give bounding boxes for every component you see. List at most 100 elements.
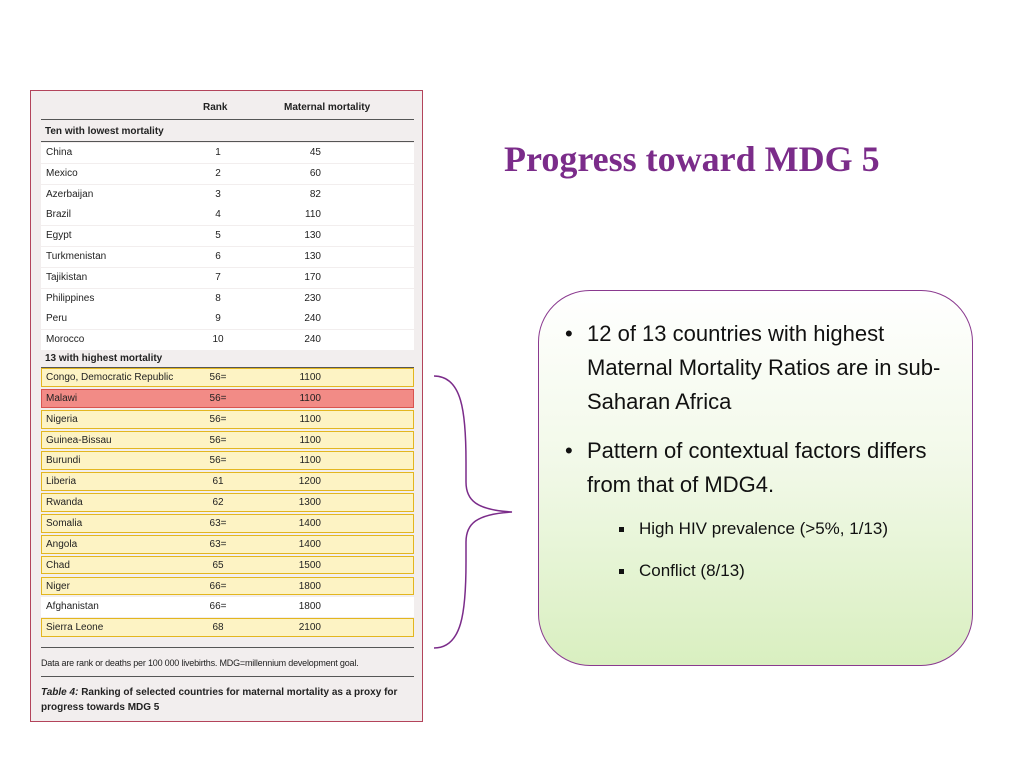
header-maternal-mortality: Maternal mortality	[284, 102, 371, 113]
country-cell: Niger	[46, 580, 70, 592]
rank-cell: 1	[215, 147, 221, 158]
sub-bullet-text: High HIV prevalence (>5%, 1/13)	[639, 519, 888, 538]
rank-cell: 5	[215, 230, 221, 242]
rank-cell: 56=	[209, 372, 227, 383]
country-cell: Chad	[46, 559, 70, 571]
mortality-cell: 1800	[298, 580, 321, 592]
mortality-cell: 1800	[298, 601, 321, 613]
table-row: Sierra Leone 68 2100	[41, 618, 414, 638]
bullet-text: Pattern of contextual factors differs fr…	[587, 438, 927, 497]
country-cell: Tajikistan	[46, 271, 88, 283]
country-cell: Philippines	[46, 292, 95, 304]
table-row: Somalia 63= 1400	[41, 513, 414, 533]
table-row: Congo, Democratic Republic 56= 1100	[41, 368, 414, 387]
table-bottom-rule	[41, 647, 414, 648]
rank-cell: 65	[212, 559, 224, 571]
table-row: Brazil 4 110	[41, 205, 414, 226]
mortality-cell: 45	[309, 147, 321, 158]
rank-cell: 7	[215, 271, 221, 283]
rank-cell: 56=	[209, 455, 227, 467]
slide-title: Progress toward MDG 5	[504, 139, 880, 179]
section-lowest-rule	[41, 141, 414, 142]
section-highest-label: 13 with highest mortality	[45, 353, 163, 364]
sub-bullet-text: Conflict (8/13)	[639, 561, 745, 580]
mortality-cell: 1400	[298, 517, 321, 529]
mortality-cell: 240	[304, 313, 321, 325]
mortality-cell: 110	[305, 209, 321, 221]
rank-cell: 68	[212, 622, 224, 634]
country-cell: Somalia	[46, 517, 83, 529]
table-header: Rank Maternal mortality	[41, 101, 414, 121]
country-cell: Afghanistan	[46, 601, 99, 613]
rank-cell: 56=	[209, 392, 227, 404]
table-row: Philippines 8 230	[41, 288, 414, 309]
country-cell: Brazil	[46, 209, 72, 221]
country-cell: Sierra Leone	[46, 622, 104, 634]
caption-label: Table 4:	[41, 687, 79, 698]
sub-bullet-hiv: High HIV prevalence (>5%, 1/13)	[619, 518, 888, 540]
rank-cell: 8	[215, 292, 221, 304]
bullet-sub-saharan: • 12 of 13 countries with highest Matern…	[565, 317, 955, 419]
country-cell: China	[46, 147, 73, 158]
mortality-cell: 1400	[298, 538, 321, 550]
mortality-cell: 230	[304, 292, 321, 304]
table-row: Chad 65 1500	[41, 555, 414, 575]
country-cell: Rwanda	[46, 497, 83, 509]
mortality-cell: 130	[304, 251, 321, 262]
country-cell: Morocco	[46, 334, 85, 346]
mortality-cell: 1100	[299, 392, 321, 404]
table-row: Azerbaijan 3 82	[41, 184, 414, 205]
rank-cell: 56=	[209, 413, 227, 425]
mortality-table-panel: Rank Maternal mortality Ten with lowest …	[30, 90, 423, 722]
country-cell: Azerbaijan	[46, 188, 94, 200]
section-highest-rule	[41, 367, 414, 368]
rank-cell: 4	[215, 209, 221, 221]
table-row: Afghanistan 66= 1800	[41, 597, 414, 618]
country-cell: Angola	[46, 538, 78, 550]
country-cell: Congo, Democratic Republic	[46, 372, 174, 383]
table-row: Tajikistan 7 170	[41, 267, 414, 288]
mortality-cell: 1300	[298, 497, 321, 509]
country-cell: Peru	[46, 313, 68, 325]
footnote-rule	[41, 676, 414, 677]
rank-cell: 56=	[209, 434, 227, 446]
country-cell: Egypt	[46, 230, 72, 242]
sub-bullet-conflict: Conflict (8/13)	[619, 560, 745, 582]
table-row: Nigeria 56= 1100	[41, 409, 414, 429]
rank-cell: 61	[212, 476, 224, 488]
rank-cell: 3	[215, 188, 221, 200]
table-row: Peru 9 240	[41, 309, 414, 330]
mortality-cell: 130	[304, 230, 321, 242]
curly-brace-icon	[433, 375, 513, 649]
mortality-cell: 170	[304, 271, 321, 283]
rank-cell: 2	[215, 167, 221, 179]
caption-text: Ranking of selected countries for matern…	[41, 687, 398, 713]
table-row: Morocco 10 240	[41, 330, 414, 351]
mortality-cell: 82	[309, 188, 321, 200]
mortality-cell: 1100	[299, 434, 321, 446]
rank-cell: 66=	[209, 580, 227, 592]
rank-cell: 6	[215, 251, 221, 262]
country-cell: Burundi	[46, 455, 81, 467]
bullet-dot-icon: •	[565, 438, 573, 463]
country-cell: Liberia	[46, 476, 77, 488]
country-cell: Nigeria	[46, 413, 78, 425]
table-row: Guinea-Bissau 56= 1100	[41, 430, 414, 450]
header-rule	[41, 119, 414, 120]
square-bullet-icon	[619, 527, 624, 532]
table-row: Turkmenistan 6 130	[41, 247, 414, 267]
table-row: Liberia 61 1200	[41, 472, 414, 492]
table-row: Mexico 2 60	[41, 163, 414, 184]
country-cell: Turkmenistan	[46, 251, 107, 262]
country-cell: Mexico	[46, 167, 78, 179]
bullet-dot-icon: •	[565, 321, 573, 346]
mortality-cell: 1200	[298, 476, 321, 488]
table-footnote: Data are rank or deaths per 100 000 live…	[41, 658, 359, 668]
rank-cell: 62	[212, 497, 224, 509]
rank-cell: 63=	[209, 538, 227, 550]
country-cell: Malawi	[46, 392, 78, 404]
table-row: Egypt 5 130	[41, 226, 414, 247]
mortality-cell: 2100	[298, 622, 321, 634]
mortality-cell: 1100	[299, 455, 321, 467]
country-cell: Guinea-Bissau	[46, 434, 112, 446]
